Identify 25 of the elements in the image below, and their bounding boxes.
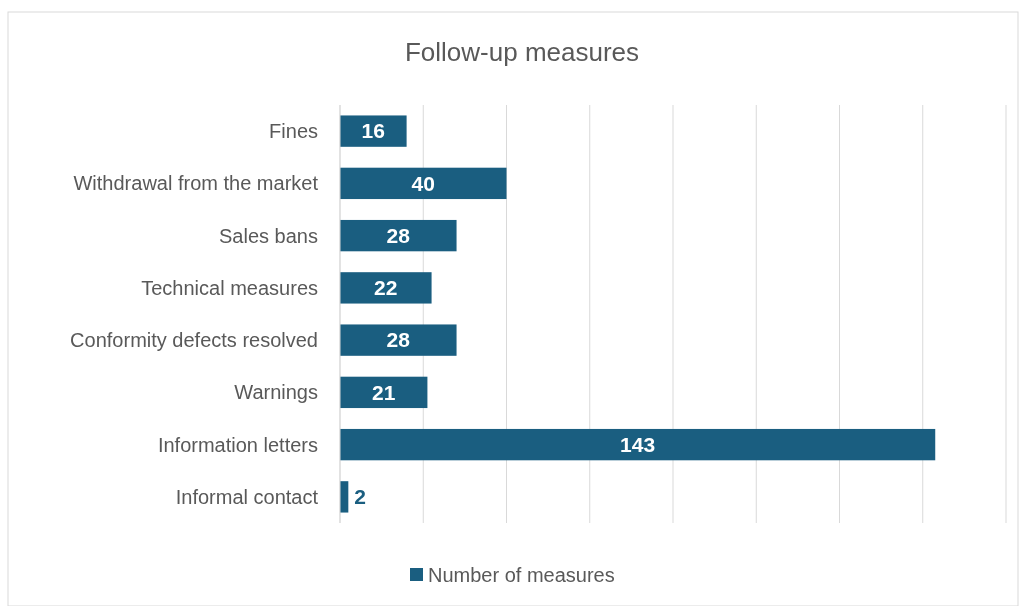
y-tick-label: Technical measures [141, 276, 318, 299]
data-label: 2 [354, 485, 367, 509]
y-tick-label: Conformity defects resolved [70, 329, 318, 352]
bar [340, 376, 428, 409]
data-label: 40 [411, 171, 435, 195]
data-label: 28 [386, 223, 411, 247]
data-label: 143 [620, 432, 656, 456]
data-label: 22 [374, 276, 398, 300]
data-label: 21 [372, 380, 396, 404]
y-tick-label: Warnings [234, 381, 318, 404]
y-tick-label: Informal contact [175, 485, 319, 508]
y-tick-label: Sales bans [219, 224, 318, 247]
bar [340, 219, 457, 252]
data-label: 16 [361, 119, 385, 143]
bar [340, 428, 936, 461]
chart-title: Follow-up measures [404, 37, 640, 67]
y-tick-label: Withdrawal from the market [73, 172, 319, 195]
bar [340, 272, 432, 304]
data-label: 28 [386, 328, 411, 352]
y-tick-label: Information letters [157, 433, 318, 456]
bar [340, 324, 457, 356]
legend-label: Number of measures [428, 564, 615, 586]
bar [340, 115, 407, 147]
bar [340, 167, 507, 200]
y-tick-label: Fines [269, 120, 318, 143]
